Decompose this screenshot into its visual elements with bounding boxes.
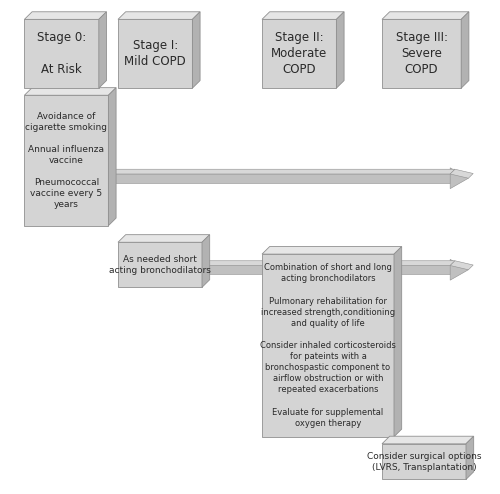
Polygon shape (450, 168, 468, 189)
Text: As needed short
acting bronchodilators: As needed short acting bronchodilators (109, 255, 211, 275)
Text: Stage II:
Moderate
COPD: Stage II: Moderate COPD (271, 31, 328, 76)
Text: Stage 0:

At Risk: Stage 0: At Risk (37, 31, 86, 76)
Text: Stage I:
Mild COPD: Stage I: Mild COPD (124, 39, 186, 68)
Polygon shape (108, 174, 450, 182)
Polygon shape (450, 259, 468, 280)
Text: Stage III:
Severe
COPD: Stage III: Severe COPD (396, 31, 448, 76)
Polygon shape (202, 235, 209, 288)
Polygon shape (99, 12, 106, 88)
Polygon shape (202, 261, 455, 265)
Polygon shape (262, 254, 394, 437)
Polygon shape (24, 95, 108, 226)
Polygon shape (382, 436, 474, 444)
Polygon shape (118, 235, 210, 242)
Polygon shape (450, 169, 473, 178)
Text: Consider surgical options
(LVRS, Transplantation): Consider surgical options (LVRS, Transpl… (367, 452, 481, 472)
Polygon shape (118, 19, 192, 88)
Polygon shape (192, 12, 200, 88)
Text: Combination of short and long
acting bronchodilators

Pulmonary rehabilitation f: Combination of short and long acting bro… (260, 263, 396, 428)
Polygon shape (202, 265, 450, 274)
Polygon shape (262, 247, 402, 254)
Polygon shape (394, 247, 402, 437)
Polygon shape (118, 12, 200, 19)
Polygon shape (118, 242, 202, 288)
Polygon shape (382, 12, 469, 19)
Polygon shape (24, 87, 116, 95)
Polygon shape (382, 19, 461, 88)
Polygon shape (262, 12, 344, 19)
Polygon shape (461, 12, 469, 88)
Polygon shape (262, 19, 336, 88)
Polygon shape (108, 87, 116, 226)
Polygon shape (382, 444, 466, 479)
Polygon shape (24, 19, 99, 88)
Polygon shape (108, 169, 455, 174)
Text: Avoidance of
cigarette smoking

Annual influenza
vaccine

Pneumococcal
vaccine e: Avoidance of cigarette smoking Annual in… (26, 112, 108, 209)
Polygon shape (336, 12, 344, 88)
Polygon shape (24, 12, 106, 19)
Polygon shape (450, 261, 473, 270)
Polygon shape (466, 436, 473, 479)
